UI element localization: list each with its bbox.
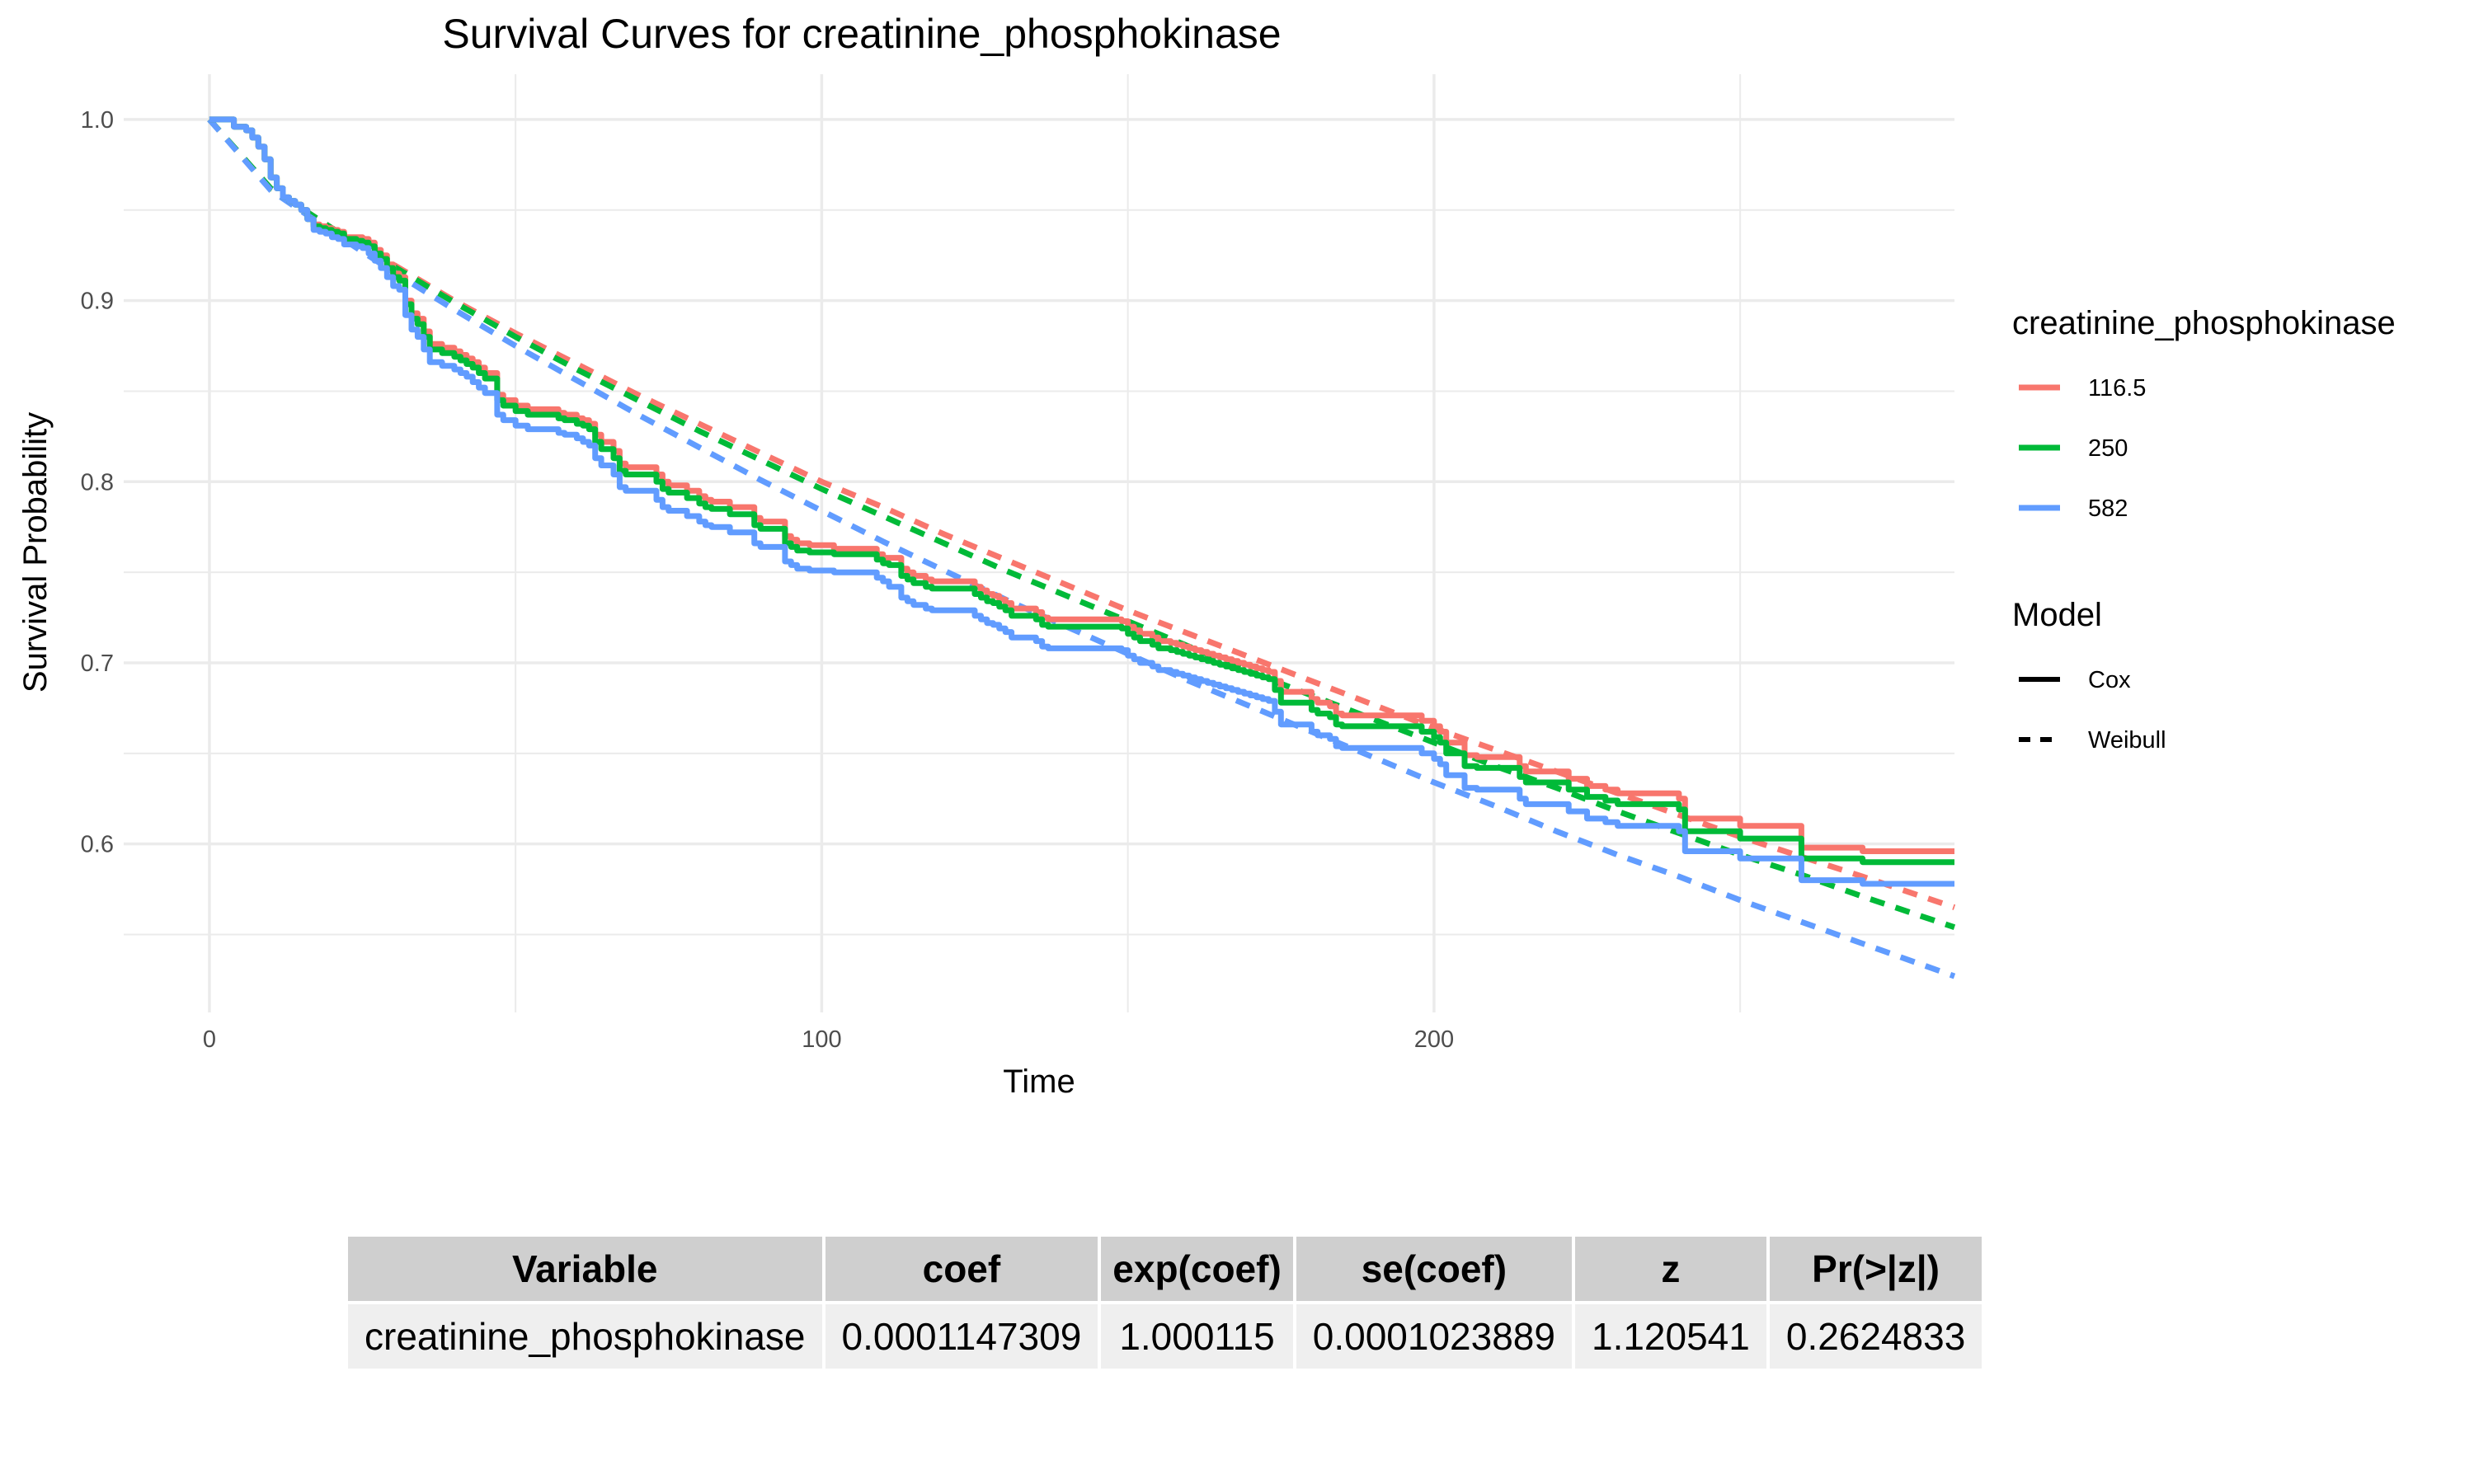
cell-exp-coef: 1.000115	[1101, 1304, 1293, 1369]
cox-coefficient-table: Variable coef exp(coef) se(coef) z Pr(>|…	[345, 1233, 1985, 1372]
legend-label: Weibull	[2088, 727, 2166, 754]
series-line-cox-582	[209, 116, 1954, 887]
x-tick-label: 0	[203, 1026, 216, 1053]
y-axis-title: Survival Probability	[17, 412, 54, 693]
x-axis-title: Time	[1003, 1064, 1075, 1100]
table-header-row: Variable coef exp(coef) se(coef) z Pr(>|…	[348, 1237, 1982, 1301]
header-se-coef: se(coef)	[1296, 1237, 1572, 1301]
y-tick-label: 0.6	[81, 832, 114, 858]
legend-label: 250	[2088, 435, 2128, 462]
legend-label: 582	[2088, 495, 2128, 522]
y-tick-label: 0.9	[81, 289, 114, 315]
header-variable: Variable	[348, 1237, 822, 1301]
cell-se-coef: 0.0001023889	[1296, 1304, 1572, 1369]
legend-label: 116.5	[2088, 375, 2146, 402]
y-tick-label: 0.7	[81, 650, 114, 677]
x-tick-label: 200	[1414, 1026, 1454, 1053]
series-line-cox-116-5	[209, 116, 1954, 854]
y-tick-label: 1.0	[81, 107, 114, 134]
grid	[124, 74, 1954, 1012]
chart-title: Survival Curves for creatinine_phosphoki…	[442, 11, 1281, 57]
y-axis-ticks: 0.6 0.7 0.8 0.9 1.0	[81, 107, 114, 858]
series-lines	[207, 116, 1956, 979]
y-tick-label: 0.8	[81, 469, 114, 495]
x-axis-ticks: 0 100 200	[203, 1026, 1454, 1053]
cell-p-value: 0.2624833	[1769, 1304, 1982, 1369]
header-p-value: Pr(>|z|)	[1769, 1237, 1982, 1301]
table-row: creatinine_phosphokinase 0.0001147309 1.…	[348, 1304, 1982, 1369]
series-line-cox-250	[209, 116, 1954, 866]
series-line-weibull-250	[207, 117, 1956, 931]
cell-variable: creatinine_phosphokinase	[348, 1304, 822, 1369]
x-tick-label: 100	[802, 1026, 841, 1053]
legend-title: Model	[2012, 597, 2102, 633]
legend-title: creatinine_phosphokinase	[2012, 305, 2396, 341]
header-z: z	[1574, 1237, 1766, 1301]
cell-z: 1.120541	[1574, 1304, 1766, 1369]
header-exp-coef: exp(coef)	[1101, 1237, 1293, 1301]
header-coef: coef	[825, 1237, 1098, 1301]
series-line-weibull-116-5	[207, 117, 1956, 910]
cell-coef: 0.0001147309	[825, 1304, 1098, 1369]
legend-label: Cox	[2088, 667, 2131, 693]
series-line-weibull-582	[207, 117, 1956, 979]
legend: creatinine_phosphokinase 116.5 250 582 Model…	[2012, 305, 2396, 754]
survival-chart: 0 100 200 0.6 0.7 0.8 0.9 1.0 Survival Curves …	[17, 11, 2396, 1100]
